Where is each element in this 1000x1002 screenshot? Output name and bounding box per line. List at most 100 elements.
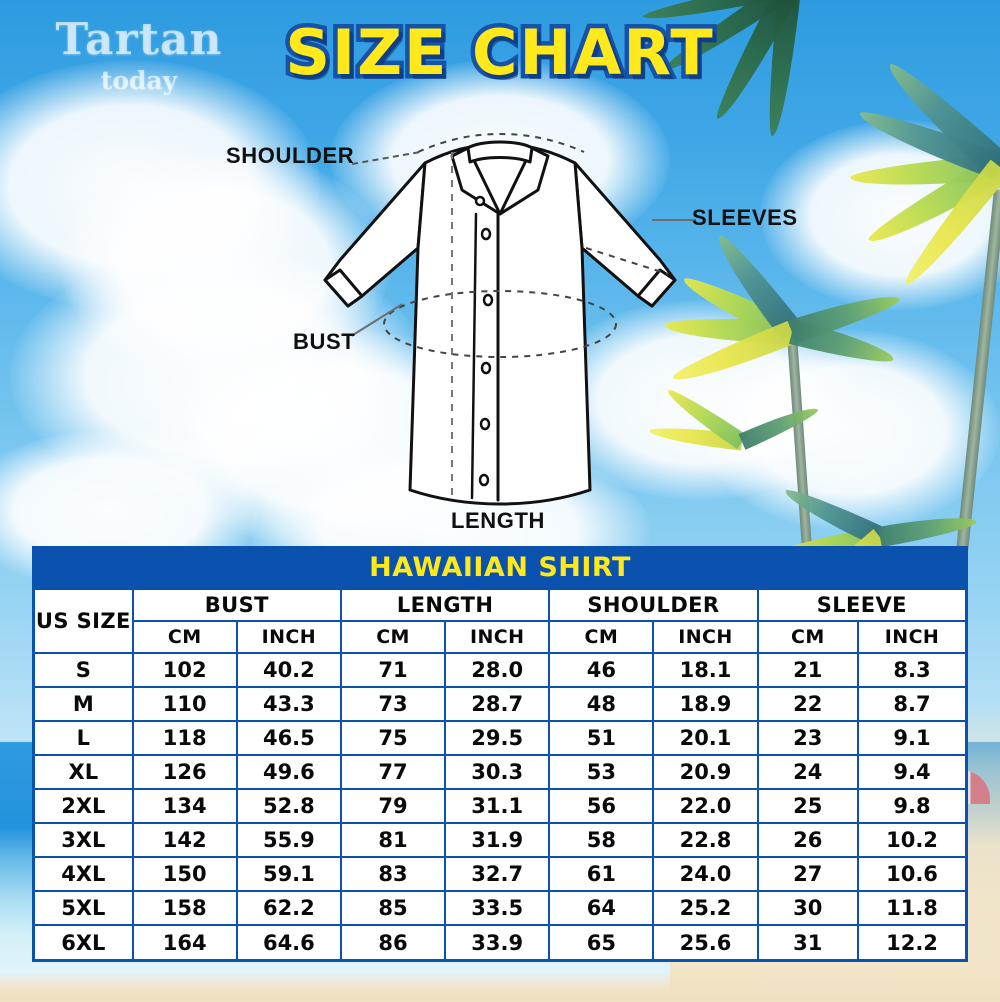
cell-bust-inch: 59.1 [235, 856, 342, 892]
cell-length-cm: 86 [339, 924, 447, 959]
cell-bust-cm: 158 [131, 890, 238, 926]
cell-bust-cm: 110 [131, 686, 238, 722]
cell-shoulder-inch: 18.1 [652, 652, 759, 688]
cell-sleeve-inch: 9.4 [857, 754, 965, 790]
cell-length-inch: 33.9 [444, 924, 551, 959]
cell-bust-cm: 126 [131, 754, 238, 790]
cell-sleeve-inch: 10.2 [857, 822, 965, 858]
cell-shoulder-cm: 58 [548, 822, 655, 858]
cell-shoulder-inch: 25.6 [652, 924, 759, 959]
cell-length-inch: 30.3 [444, 754, 551, 790]
cell-length-cm: 79 [339, 788, 447, 824]
shirt-illustration [300, 128, 700, 528]
cell-shoulder-cm: 46 [548, 652, 655, 688]
cell-size: 2XL [35, 788, 134, 824]
cell-sleeve-inch: 8.3 [857, 652, 965, 688]
table-row: 4XL 150 59.1 83 32.7 61 24.0 27 10.6 [35, 856, 965, 892]
unit-header-bust-inch: INCH [235, 620, 342, 654]
cell-length-inch: 32.7 [444, 856, 551, 892]
unit-header-shoulder-inch: INCH [652, 620, 759, 654]
column-group-sleeve: SLEEVE [756, 588, 965, 622]
watermark: Tartan today [34, 14, 244, 95]
cell-shoulder-cm: 61 [548, 856, 655, 892]
cell-shoulder-cm: 65 [548, 924, 655, 959]
cell-sleeve-cm: 31 [756, 924, 860, 959]
cell-bust-inch: 55.9 [235, 822, 342, 858]
cell-sleeve-inch: 8.7 [857, 686, 965, 722]
cell-length-inch: 33.5 [444, 890, 551, 926]
cell-sleeve-cm: 23 [756, 720, 860, 756]
watermark-tagline: today [100, 66, 178, 95]
table-row: M 110 43.3 73 28.7 48 18.9 22 8.7 [35, 686, 965, 722]
cell-size: L [35, 720, 134, 756]
beach-sand-strip [0, 972, 1000, 1002]
cell-bust-inch: 49.6 [235, 754, 342, 790]
table-unit-header-row: CM INCH CM INCH CM INCH CM INCH [35, 620, 965, 654]
cell-shoulder-cm: 51 [548, 720, 655, 756]
cell-shoulder-cm: 53 [548, 754, 655, 790]
cell-length-inch: 31.1 [444, 788, 551, 824]
cell-bust-inch: 46.5 [235, 720, 342, 756]
table-head: US SIZE BUST LENGTH SHOULDER SLEEVE CM I… [35, 588, 965, 654]
cell-sleeve-inch: 10.6 [857, 856, 965, 892]
column-group-bust: BUST [131, 588, 342, 622]
cell-size: 3XL [35, 822, 134, 858]
cell-shoulder-cm: 48 [548, 686, 655, 722]
cell-bust-cm: 118 [131, 720, 238, 756]
cell-length-inch: 28.7 [444, 686, 551, 722]
table-group-header-row: US SIZE BUST LENGTH SHOULDER SLEEVE [35, 588, 965, 654]
cell-sleeve-cm: 24 [756, 754, 860, 790]
column-group-shoulder: SHOULDER [548, 588, 759, 622]
label-shoulder: SHOULDER [226, 143, 355, 168]
cell-sleeve-cm: 22 [756, 686, 860, 722]
cell-length-inch: 29.5 [444, 720, 551, 756]
cell-sleeve-cm: 30 [756, 890, 860, 926]
cell-size: M [35, 686, 134, 722]
cell-sleeve-inch: 9.8 [857, 788, 965, 824]
cell-length-cm: 81 [339, 822, 447, 858]
size-table-block: HAWAIIAN SHIRT US SIZE BUST LENGTH SHOUL… [32, 546, 968, 962]
table-row: XL 126 49.6 77 30.3 53 20.9 24 9.4 [35, 754, 965, 790]
unit-header-length-inch: INCH [444, 620, 551, 654]
cell-length-cm: 73 [339, 686, 447, 722]
cell-bust-inch: 64.6 [235, 924, 342, 959]
cell-shoulder-inch: 22.0 [652, 788, 759, 824]
cell-bust-cm: 142 [131, 822, 238, 858]
cell-shoulder-cm: 64 [548, 890, 655, 926]
cell-length-cm: 75 [339, 720, 447, 756]
cell-length-cm: 83 [339, 856, 447, 892]
watermark-brand: Tartan [55, 14, 223, 65]
cell-size: XL [35, 754, 134, 790]
cell-shoulder-inch: 25.2 [652, 890, 759, 926]
cell-shoulder-cm: 56 [548, 788, 655, 824]
table-row: 5XL 158 62.2 85 33.5 64 25.2 30 11.8 [35, 890, 965, 926]
unit-header-shoulder-cm: CM [548, 620, 655, 654]
cell-length-inch: 28.0 [444, 652, 551, 688]
cell-shoulder-inch: 20.1 [652, 720, 759, 756]
cell-bust-cm: 134 [131, 788, 238, 824]
cell-shoulder-inch: 18.9 [652, 686, 759, 722]
size-table: US SIZE BUST LENGTH SHOULDER SLEEVE CM I… [35, 588, 965, 959]
table-row: 6XL 164 64.6 86 33.9 65 25.6 31 12.2 [35, 924, 965, 959]
cell-size: 4XL [35, 856, 134, 892]
cell-bust-cm: 102 [131, 652, 238, 688]
cell-sleeve-inch: 9.1 [857, 720, 965, 756]
cell-shoulder-inch: 22.8 [652, 822, 759, 858]
table-row: 3XL 142 55.9 81 31.9 58 22.8 26 10.2 [35, 822, 965, 858]
table-row: 2XL 134 52.8 79 31.1 56 22.0 25 9.8 [35, 788, 965, 824]
cell-bust-cm: 150 [131, 856, 238, 892]
unit-header-length-cm: CM [339, 620, 447, 654]
cell-length-cm: 71 [339, 652, 447, 688]
cell-shoulder-inch: 24.0 [652, 856, 759, 892]
cell-bust-inch: 52.8 [235, 788, 342, 824]
cell-shoulder-inch: 20.9 [652, 754, 759, 790]
cell-size: 5XL [35, 890, 134, 926]
cell-size: 6XL [35, 924, 134, 959]
cell-length-cm: 85 [339, 890, 447, 926]
cell-sleeve-cm: 21 [756, 652, 860, 688]
cell-size: S [35, 652, 134, 688]
cell-sleeve-cm: 25 [756, 788, 860, 824]
label-bust: BUST [293, 329, 356, 354]
cell-sleeve-inch: 12.2 [857, 924, 965, 959]
